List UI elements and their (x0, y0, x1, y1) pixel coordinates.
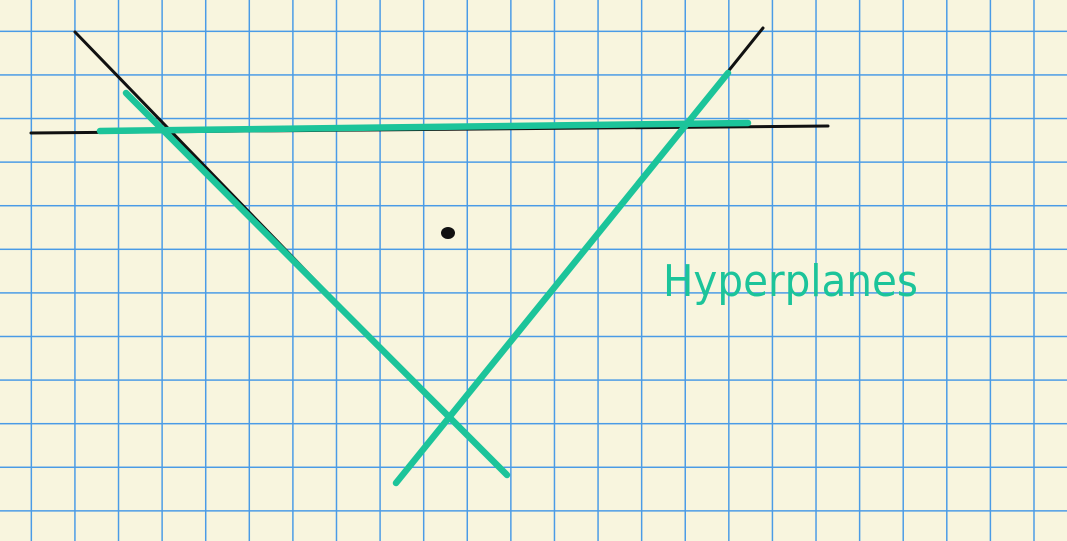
hyperplane-right-line (392, 69, 732, 487)
hyperplanes-label: Hyperplanes (663, 256, 918, 307)
center-point (441, 227, 455, 239)
hyperplane-top-line (96, 119, 752, 135)
hyperplane-left-line (122, 89, 511, 479)
